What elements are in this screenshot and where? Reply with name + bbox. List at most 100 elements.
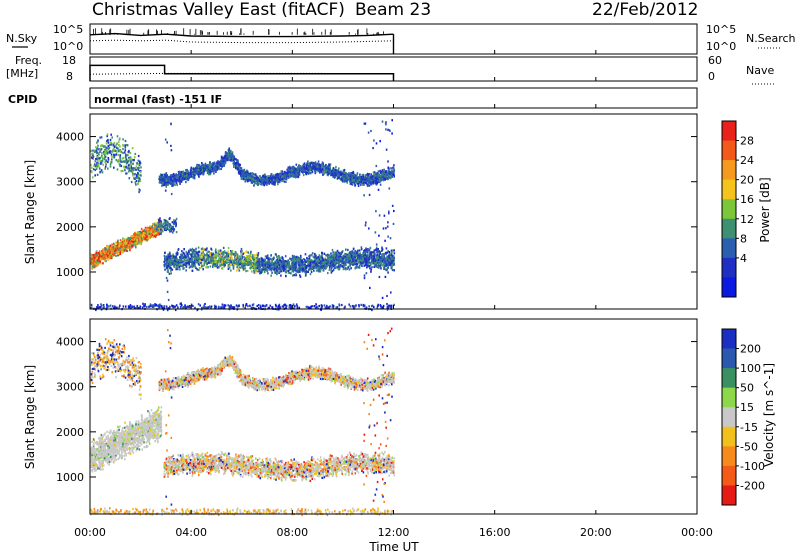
power-point <box>213 263 215 266</box>
power-point <box>196 169 198 172</box>
power-point <box>327 271 329 275</box>
power-point <box>329 261 332 264</box>
power-point <box>215 265 218 268</box>
power-point <box>174 176 176 179</box>
power-point <box>297 271 299 274</box>
power-point <box>276 265 279 269</box>
power-point <box>220 167 223 171</box>
power-point <box>318 167 320 171</box>
power-point <box>238 260 240 263</box>
power-point <box>271 181 273 184</box>
power-point <box>295 163 298 166</box>
power-point <box>237 163 240 166</box>
power-point <box>240 167 243 170</box>
power-point <box>352 174 354 177</box>
power-point <box>391 171 393 174</box>
power-point <box>280 175 282 178</box>
power-point <box>187 178 190 182</box>
power-point <box>232 267 235 270</box>
power-point <box>263 270 266 274</box>
power-point <box>319 163 322 166</box>
power-point <box>239 255 241 258</box>
power-point <box>188 177 191 180</box>
power-point <box>369 267 371 270</box>
power-point <box>354 184 356 187</box>
power-point <box>178 177 181 181</box>
power-point <box>289 170 291 173</box>
power-point <box>376 253 379 256</box>
power-point <box>380 177 382 180</box>
power-point <box>264 179 267 182</box>
power-point <box>305 167 308 170</box>
power-point <box>267 272 269 275</box>
power-point <box>391 268 394 272</box>
power-point <box>308 257 311 260</box>
power-point <box>244 176 247 179</box>
power-point <box>206 262 209 266</box>
power-point <box>380 267 382 270</box>
power-point <box>223 260 226 263</box>
power-point <box>259 266 262 269</box>
beam-title: Beam 23 <box>355 0 431 20</box>
power-point <box>373 181 376 184</box>
power-point <box>387 176 390 179</box>
power-point <box>276 271 278 274</box>
power-point <box>345 172 347 175</box>
power-point <box>173 255 175 258</box>
noise-series-0 <box>89 32 394 38</box>
power-point <box>314 170 317 173</box>
power-point <box>253 256 256 259</box>
power-point <box>375 263 377 267</box>
power-point <box>171 184 173 187</box>
power-point <box>202 173 205 176</box>
power-point <box>379 171 382 175</box>
power-point <box>373 171 376 174</box>
power-point <box>233 259 235 262</box>
power-point <box>186 168 188 172</box>
power-point <box>187 175 189 178</box>
power-point <box>223 250 226 253</box>
power-point <box>292 274 294 277</box>
power-point <box>343 180 346 183</box>
power-point <box>330 269 332 272</box>
power-point <box>199 168 202 172</box>
power-point <box>210 163 213 166</box>
power-point <box>335 165 337 169</box>
power-point <box>183 257 186 261</box>
power-point <box>215 251 217 254</box>
power-point <box>298 173 301 176</box>
power-point <box>176 176 179 179</box>
power-point <box>296 175 299 178</box>
power-point <box>195 247 197 250</box>
power-point <box>382 178 384 181</box>
power-point <box>383 168 385 171</box>
power-point <box>321 163 323 166</box>
power-point <box>176 183 178 187</box>
power-point <box>196 173 199 176</box>
power-point <box>366 175 369 178</box>
power-point <box>350 267 352 270</box>
power-point <box>238 167 241 170</box>
power-point <box>235 158 237 161</box>
power-point <box>173 176 175 179</box>
power-point <box>366 184 369 187</box>
power-point <box>184 255 186 258</box>
power-point <box>181 250 183 253</box>
power-point <box>186 259 188 262</box>
power-point <box>312 163 314 166</box>
power-point <box>373 265 375 268</box>
power-point <box>263 182 265 186</box>
power-point <box>230 156 233 159</box>
power-point <box>350 250 352 253</box>
power-point <box>334 175 336 178</box>
power-point <box>230 269 232 272</box>
power-point <box>170 272 172 275</box>
power-point <box>330 252 332 255</box>
power-point <box>192 176 195 179</box>
power-point <box>304 253 307 256</box>
power-point <box>188 256 190 259</box>
power-point <box>224 158 227 161</box>
power-point <box>207 169 210 173</box>
power-point <box>254 173 257 176</box>
